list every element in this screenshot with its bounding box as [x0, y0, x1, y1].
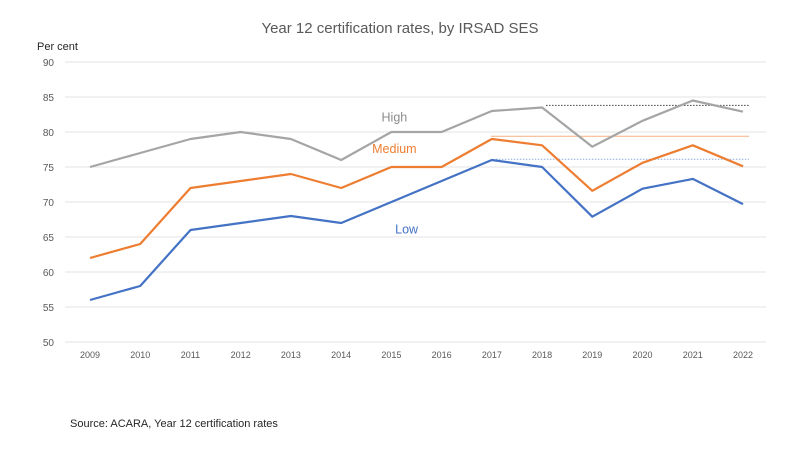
y-tick-label: 75	[43, 163, 55, 174]
x-tick-label: 2011	[181, 350, 200, 360]
x-tick-label: 2021	[683, 350, 703, 360]
x-tick-label: 2016	[432, 350, 452, 360]
y-tick-label: 65	[43, 233, 55, 244]
series-label-medium: Medium	[372, 142, 416, 156]
y-axis-ticks: 50 55 60 65 70 75 80 85 90	[43, 58, 55, 349]
y-tick-label: 50	[43, 338, 55, 349]
series-line-high	[89, 99, 744, 169]
series-label-low: Low	[395, 223, 419, 237]
x-tick-label: 2020	[633, 350, 653, 360]
x-tick-label: 2014	[331, 350, 351, 360]
x-tick-label: 2010	[130, 350, 150, 360]
y-tick-label: 70	[43, 198, 55, 209]
y-axis-label: Per cent	[37, 41, 78, 53]
series-line-low	[89, 158, 744, 302]
x-tick-label: 2013	[281, 350, 301, 360]
y-tick-label: 85	[43, 93, 55, 104]
y-tick-label: 80	[43, 128, 55, 139]
chart-title: Year 12 certification rates, by IRSAD SE…	[261, 20, 538, 37]
y-tick-label: 55	[43, 303, 55, 314]
series-labels: High Medium Low	[372, 111, 419, 237]
y-tick-label: 90	[43, 58, 55, 69]
x-tick-label: 2017	[482, 350, 502, 360]
y-tick-label: 60	[43, 268, 55, 279]
gridlines	[65, 61, 766, 343]
x-tick-label: 2015	[381, 350, 401, 360]
x-tick-label: 2018	[532, 350, 552, 360]
series-label-high: High	[382, 111, 408, 125]
x-tick-label: 2012	[231, 350, 251, 360]
series-lines	[89, 99, 744, 302]
x-tick-label: 2009	[80, 350, 100, 360]
source-note: Source: ACARA, Year 12 certification rat…	[70, 418, 278, 430]
x-axis-ticks: 2009 2010 2011 2012 2013 2014 2015 2016 2017 2018…	[80, 350, 753, 360]
series-line-medium	[89, 137, 744, 260]
x-tick-label: 2022	[733, 350, 753, 360]
x-tick-label: 2019	[582, 350, 602, 360]
